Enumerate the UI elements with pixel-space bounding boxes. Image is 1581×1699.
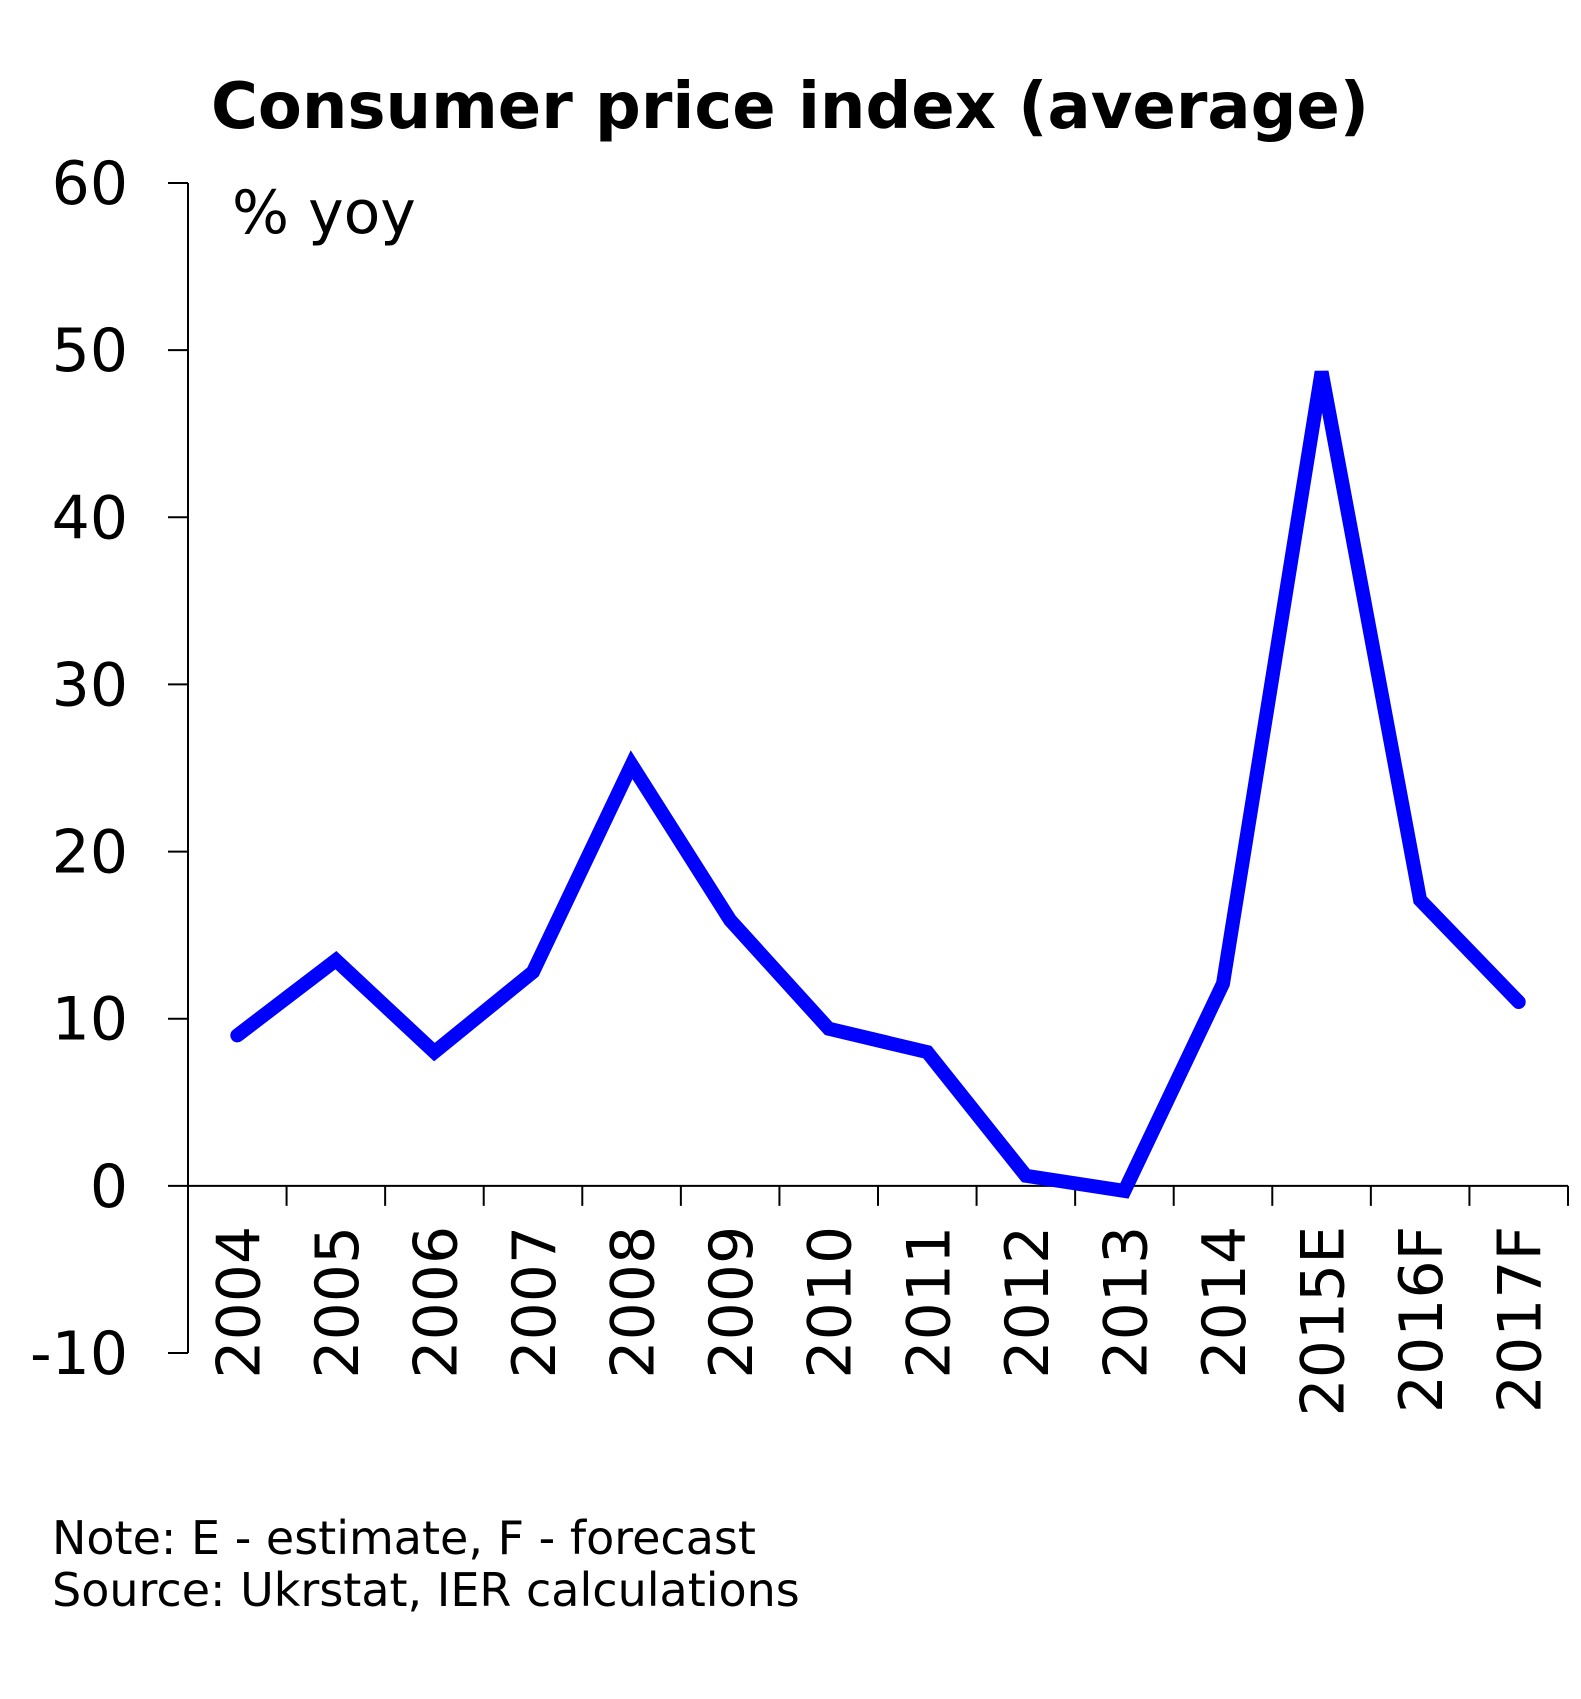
source-text: Source: Ukrstat, IER calculations (52, 1563, 800, 1617)
unit-label: % yoy (232, 178, 416, 248)
series-line (230, 370, 1526, 1199)
y-axis-ticks: -10 0 10 20 30 40 50 60 (30, 149, 188, 1389)
y-tick-label: -10 (30, 1319, 128, 1389)
x-tick-label: 2017F (1486, 1226, 1556, 1413)
x-tick-label: 2013 (1091, 1226, 1161, 1379)
x-tick-label: 2004 (204, 1226, 274, 1379)
x-tick-label: 2008 (599, 1226, 669, 1379)
y-tick-label: 30 (52, 650, 128, 720)
y-tick-label: 20 (52, 818, 128, 888)
x-tick-label: 2006 (401, 1226, 471, 1379)
y-tick-label: 0 (90, 1152, 128, 1222)
x-tick-label: 2010 (796, 1226, 866, 1379)
axes (187, 183, 1568, 1353)
y-tick-label: 50 (52, 316, 128, 386)
x-tick-label: 2011 (894, 1226, 964, 1379)
x-tick-label: 2015E (1289, 1226, 1359, 1417)
x-tick-label: 2007 (500, 1226, 570, 1379)
x-tick-label: 2005 (303, 1226, 373, 1379)
y-tick-label: 10 (52, 985, 128, 1055)
chart-title: Consumer price index (average) (211, 70, 1369, 144)
x-tick-label: 2009 (697, 1226, 767, 1379)
series-group (230, 370, 1526, 1199)
x-tick-label: 2014 (1190, 1226, 1260, 1379)
x-tick-label: 2012 (993, 1226, 1063, 1379)
note-text: Note: E - estimate, F - forecast (52, 1511, 756, 1565)
y-tick-label: 60 (52, 149, 128, 219)
x-tick-label: 2016F (1387, 1226, 1457, 1413)
x-axis-ticks: 2004 2005 2006 2007 2008 2009 2010 2011 2012 2013… (204, 1185, 1569, 1417)
y-tick-label: 40 (52, 483, 128, 553)
